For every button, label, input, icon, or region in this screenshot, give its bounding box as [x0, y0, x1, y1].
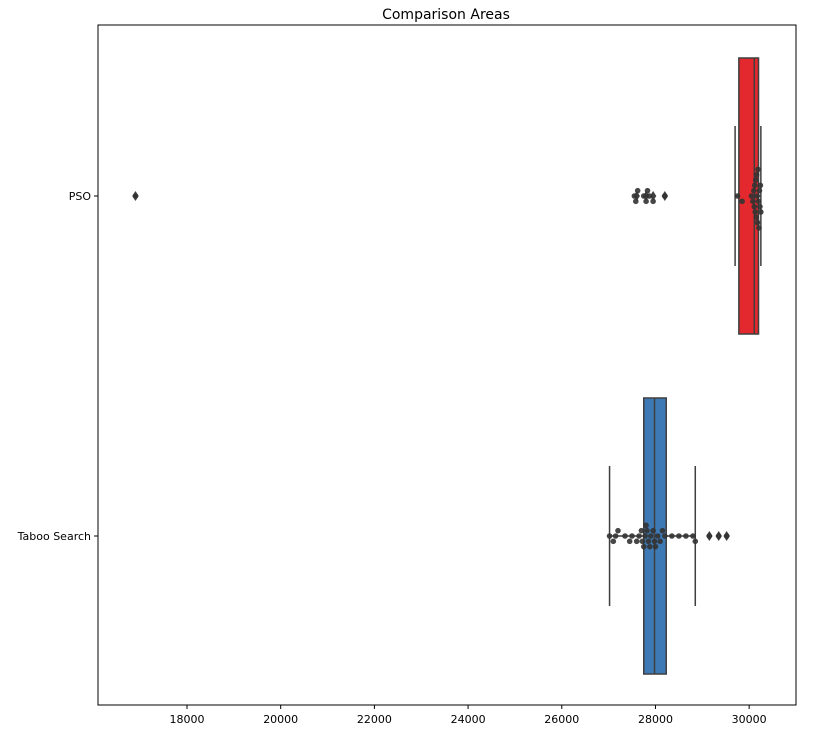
taboo-search-swarm-point — [636, 533, 642, 539]
pso-swarm-point — [754, 193, 760, 199]
pso-swarm-point — [734, 193, 741, 199]
taboo-search-swarm-point — [606, 533, 613, 539]
x-tick-label: 22000 — [357, 713, 392, 726]
x-tick-label: 28000 — [638, 713, 673, 726]
pso-swarm-point — [754, 219, 761, 226]
pso-swarm-point — [751, 187, 757, 194]
pso-swarm-point — [662, 193, 668, 199]
plot-area — [132, 57, 764, 675]
pso-swarm-point — [751, 203, 758, 210]
taboo-search-swarm-point — [629, 533, 635, 539]
taboo-search-swarm-point — [692, 538, 699, 545]
taboo-search-swarm-point — [645, 538, 652, 545]
taboo-search-swarm-point — [706, 533, 713, 539]
pso-swarm-point — [756, 225, 762, 231]
pso-swarm-point — [756, 187, 763, 194]
pso-swarm-point — [631, 193, 638, 199]
pso-swarm-point — [644, 187, 651, 194]
taboo-search-swarm-point — [642, 533, 648, 539]
taboo-search-swarm-point — [676, 533, 682, 539]
x-tick-label: 26000 — [544, 713, 579, 726]
pso-swarm-point — [757, 203, 763, 210]
x-tick-label: 18000 — [170, 713, 205, 726]
pso-swarm-point — [753, 214, 759, 221]
axes: 18000 20000 22000 24000 26000 28000 30000 PSO Ta… — [17, 190, 767, 726]
taboo-search-swarm-point — [612, 533, 619, 539]
taboo-search-swarm-point — [643, 522, 649, 529]
taboo-search-swarm-point — [647, 543, 653, 550]
pso-swarm-point — [634, 187, 641, 194]
taboo-search-swarm-point — [639, 538, 646, 545]
pso-swarm-point — [748, 193, 755, 199]
taboo-search-swarm-point — [659, 527, 666, 534]
pso-swarm-point — [757, 182, 764, 189]
taboo-search-swarm-point — [622, 533, 628, 539]
taboo-search-swarm-point — [615, 527, 621, 534]
taboo-search-swarm-point — [626, 538, 633, 545]
x-tick-label: 24000 — [451, 713, 486, 726]
pso-swarm-point — [646, 193, 653, 199]
pso-swarm-point — [752, 209, 759, 215]
pso-swarm-point — [132, 193, 139, 199]
pso-swarm-point — [640, 193, 647, 199]
pso-swarm-point — [753, 171, 760, 178]
pso-outlier — [649, 191, 657, 201]
taboo-search-swarm-point — [644, 527, 650, 534]
taboo-search-swarm-point — [690, 533, 696, 539]
taboo-search-swarm-point — [669, 533, 675, 539]
y-tick-label: PSO — [69, 190, 92, 203]
pso-swarm-point — [643, 198, 649, 205]
taboo-search-swarm-point — [683, 533, 689, 539]
pso-swarm-point — [755, 166, 761, 173]
x-tick-label: 20000 — [263, 713, 298, 726]
pso-swarm-point — [650, 198, 656, 205]
taboo-search-swarm-point — [647, 533, 654, 539]
taboo-search-swarm-point — [715, 533, 722, 539]
pso-swarm-point — [632, 198, 639, 205]
x-tick-label: 30000 — [732, 713, 767, 726]
taboo-search-swarm-point — [657, 538, 663, 545]
chart-title: Comparison Areas — [382, 7, 510, 23]
taboo-search-swarm-point — [652, 543, 659, 550]
taboo-search-swarm-point — [638, 527, 645, 534]
taboo-search-swarm-point — [640, 543, 647, 550]
pso-swarm-point — [755, 198, 762, 205]
taboo-search-swarm-point — [633, 538, 640, 545]
pso-swarm-point — [752, 177, 759, 183]
taboo-search-swarm-point — [610, 538, 617, 545]
pso-swarm-point — [750, 198, 756, 205]
taboo-search-swarm-point — [650, 527, 656, 534]
taboo-search-swarm-point — [723, 533, 730, 539]
plot-frame — [97, 24, 797, 706]
pso-swarm-point — [739, 198, 745, 205]
pso-swarm-point — [758, 209, 764, 215]
y-tick-label: Taboo Search — [17, 530, 91, 543]
taboo-search-swarm-point — [651, 538, 658, 545]
taboo-search-swarm-point — [662, 533, 668, 539]
taboo-search-swarm-point — [655, 533, 661, 539]
pso-swarm-point — [751, 182, 758, 189]
